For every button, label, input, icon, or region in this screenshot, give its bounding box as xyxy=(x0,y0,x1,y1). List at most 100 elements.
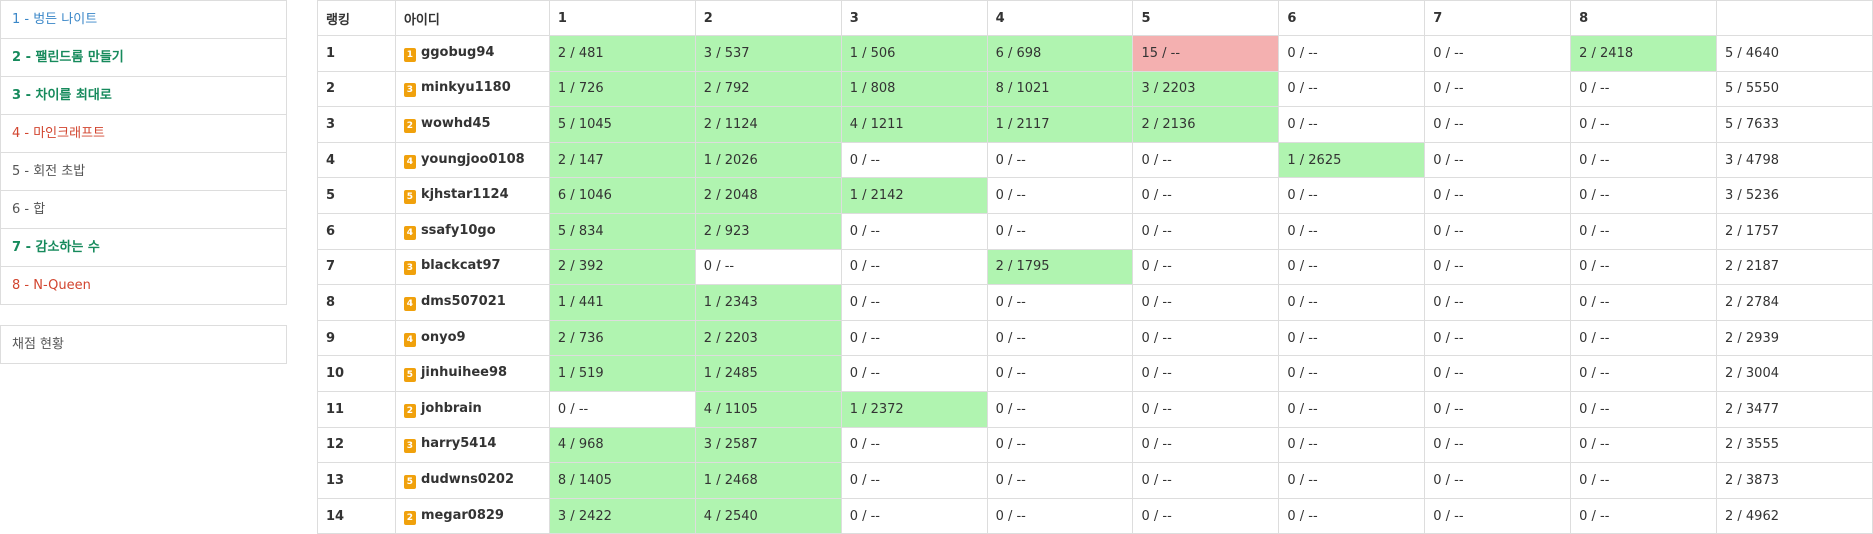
user-id-link[interactable]: kjhstar1124 xyxy=(420,187,509,203)
problem-cell-4: 0 / -- xyxy=(986,355,1134,392)
problem-cell-4: 0 / -- xyxy=(986,177,1134,214)
problem-cell-6: 0 / -- xyxy=(1278,212,1426,250)
table-row: 3 2 wowhd45 5 / 1045 2 / 1124 4 / 1211 1 / 211… xyxy=(317,106,1873,143)
table-row: 9 4 onyo9 2 / 736 2 / 2203 0 / -- 0 / -- 0 / --… xyxy=(317,319,1873,357)
problem-cell-2: 2 / 923 xyxy=(694,212,842,250)
problem-cell-2: 1 / 2468 xyxy=(694,462,842,499)
problem-cell-5: 0 / -- xyxy=(1132,141,1280,179)
problem-sidebar: 1 - 벙든 나이트 2 - 팰린드롬 만들기 3 - 차이를 최대로 4 - 마인크… xyxy=(0,0,287,364)
problem-cell-5: 0 / -- xyxy=(1132,462,1280,499)
user-id-link[interactable]: youngjoo0108 xyxy=(420,151,525,167)
rank-cell: 5 xyxy=(317,177,396,214)
user-id-link[interactable]: ssafy10go xyxy=(420,222,496,238)
user-id-link[interactable]: jinhuihee98 xyxy=(420,365,508,381)
table-row: 8 4 dms507021 1 / 441 1 / 2343 0 / -- 0 / -- 0 … xyxy=(317,284,1873,321)
user-id-link[interactable]: minkyu1180 xyxy=(420,80,511,96)
problem-link-8[interactable]: 8 - N-Queen xyxy=(12,278,91,293)
rank-cell: 1 xyxy=(317,35,396,72)
user-cell: 2 megar0829 xyxy=(394,497,550,534)
user-id-link[interactable]: megar0829 xyxy=(420,507,504,523)
rank-cell: 7 xyxy=(317,248,396,286)
problem-cell-3: 0 / -- xyxy=(840,284,988,321)
problem-cell-4: 0 / -- xyxy=(986,212,1134,250)
problem-cell-8: 0 / -- xyxy=(1570,426,1717,464)
user-cell: 3 blackcat97 xyxy=(394,248,550,286)
column-header-10 xyxy=(1716,0,1873,36)
user-id-link[interactable]: dms507021 xyxy=(420,293,506,309)
problem-link-1[interactable]: 1 - 벙든 나이트 xyxy=(1,1,286,39)
problem-link-7[interactable]: 7 - 감소하는 수 xyxy=(1,229,286,267)
user-cell: 5 kjhstar1124 xyxy=(394,177,550,214)
problem-cell-3: 0 / -- xyxy=(840,141,988,179)
problem-cell-7: 0 / -- xyxy=(1424,141,1572,179)
problem-link-2[interactable]: 2 - 팰린드롬 만들기 xyxy=(1,39,286,77)
problem-cell-7: 0 / -- xyxy=(1424,426,1572,464)
tier-badge-icon: 3 xyxy=(403,83,416,98)
user-cell: 5 jinhuihee98 xyxy=(394,355,550,392)
user-id-link[interactable]: harry5414 xyxy=(420,436,497,452)
status-link[interactable]: 채점 현황 xyxy=(0,325,287,364)
total-cell: 3 / 5236 xyxy=(1716,177,1873,214)
user-id-link[interactable]: dudwns0202 xyxy=(420,471,514,487)
problem-cell-2: 3 / 537 xyxy=(694,35,842,72)
problem-list: 1 - 벙든 나이트 2 - 팰린드롬 만들기 3 - 차이를 최대로 4 - 마인크… xyxy=(0,0,287,305)
tier-badge-icon: 2 xyxy=(403,118,416,133)
problem-cell-7: 0 / -- xyxy=(1424,319,1572,357)
problem-cell-4: 6 / 698 xyxy=(986,35,1134,72)
problem-cell-6: 0 / -- xyxy=(1278,355,1426,392)
user-id-link[interactable]: onyo9 xyxy=(420,329,466,345)
column-header-8: 7 xyxy=(1424,0,1572,36)
user-cell: 3 harry5414 xyxy=(394,426,550,464)
table-row: 2 3 minkyu1180 1 / 726 2 / 792 1 / 808 8 / 102… xyxy=(317,70,1873,108)
tier-badge-icon: 4 xyxy=(403,296,416,311)
user-id-link[interactable]: wowhd45 xyxy=(420,115,491,131)
table-row: 10 5 jinhuihee98 1 / 519 1 / 2485 0 / -- 0 / -… xyxy=(317,355,1873,392)
tier-badge-icon: 1 xyxy=(403,47,416,62)
problem-cell-6: 0 / -- xyxy=(1278,319,1426,357)
user-id-link[interactable]: johbrain xyxy=(420,400,482,416)
problem-cell-4: 2 / 1795 xyxy=(986,248,1134,286)
problem-cell-2: 1 / 2485 xyxy=(694,355,842,392)
problem-cell-7: 0 / -- xyxy=(1424,462,1572,499)
problem-cell-8: 0 / -- xyxy=(1570,462,1717,499)
problem-cell-7: 0 / -- xyxy=(1424,248,1572,286)
user-id-link[interactable]: ggobug94 xyxy=(420,44,495,60)
problem-cell-4: 1 / 2117 xyxy=(986,106,1134,143)
total-cell: 2 / 3873 xyxy=(1716,462,1873,499)
problem-cell-1: 2 / 147 xyxy=(548,141,696,179)
problem-cell-1: 5 / 1045 xyxy=(548,106,696,143)
problem-link-5[interactable]: 5 - 회전 초밥 xyxy=(1,153,286,191)
problem-cell-1: 0 / -- xyxy=(548,390,696,428)
problem-cell-1: 2 / 481 xyxy=(548,35,696,72)
user-id-link[interactable]: blackcat97 xyxy=(420,258,501,274)
problem-cell-4: 0 / -- xyxy=(986,462,1134,499)
rank-cell: 6 xyxy=(317,212,396,250)
problem-cell-6: 0 / -- xyxy=(1278,497,1426,534)
user-cell: 2 johbrain xyxy=(394,390,550,428)
problem-link-4[interactable]: 4 - 마인크래프트 xyxy=(1,115,286,153)
problem-cell-7: 0 / -- xyxy=(1424,390,1572,428)
problem-cell-1: 5 / 834 xyxy=(548,212,696,250)
problem-cell-7: 0 / -- xyxy=(1424,212,1572,250)
problem-cell-2: 2 / 792 xyxy=(694,70,842,108)
problem-link-3[interactable]: 3 - 차이를 최대로 xyxy=(1,77,286,115)
problem-cell-6: 0 / -- xyxy=(1278,284,1426,321)
problem-cell-6: 1 / 2625 xyxy=(1278,141,1426,179)
table-header-row: 랭킹 아이디 1 2 3 4 5 6 7 8 xyxy=(317,0,1873,36)
problem-cell-7: 0 / -- xyxy=(1424,35,1572,72)
problem-cell-8: 2 / 2418 xyxy=(1570,35,1717,72)
problem-cell-3: 1 / 2372 xyxy=(840,390,988,428)
tier-badge-icon: 3 xyxy=(403,261,416,276)
problem-link-6[interactable]: 6 - 합 xyxy=(1,191,286,229)
problem-cell-8: 0 / -- xyxy=(1570,319,1717,357)
problem-cell-6: 0 / -- xyxy=(1278,106,1426,143)
problem-cell-5: 0 / -- xyxy=(1132,390,1280,428)
problem-cell-1: 8 / 1405 xyxy=(548,462,696,499)
problem-cell-8: 0 / -- xyxy=(1570,141,1717,179)
problem-cell-7: 0 / -- xyxy=(1424,284,1572,321)
tier-badge-icon: 2 xyxy=(403,403,416,418)
problem-cell-1: 6 / 1046 xyxy=(548,177,696,214)
problem-cell-8: 0 / -- xyxy=(1570,177,1717,214)
problem-cell-8: 0 / -- xyxy=(1570,355,1717,392)
problem-cell-1: 2 / 392 xyxy=(548,248,696,286)
